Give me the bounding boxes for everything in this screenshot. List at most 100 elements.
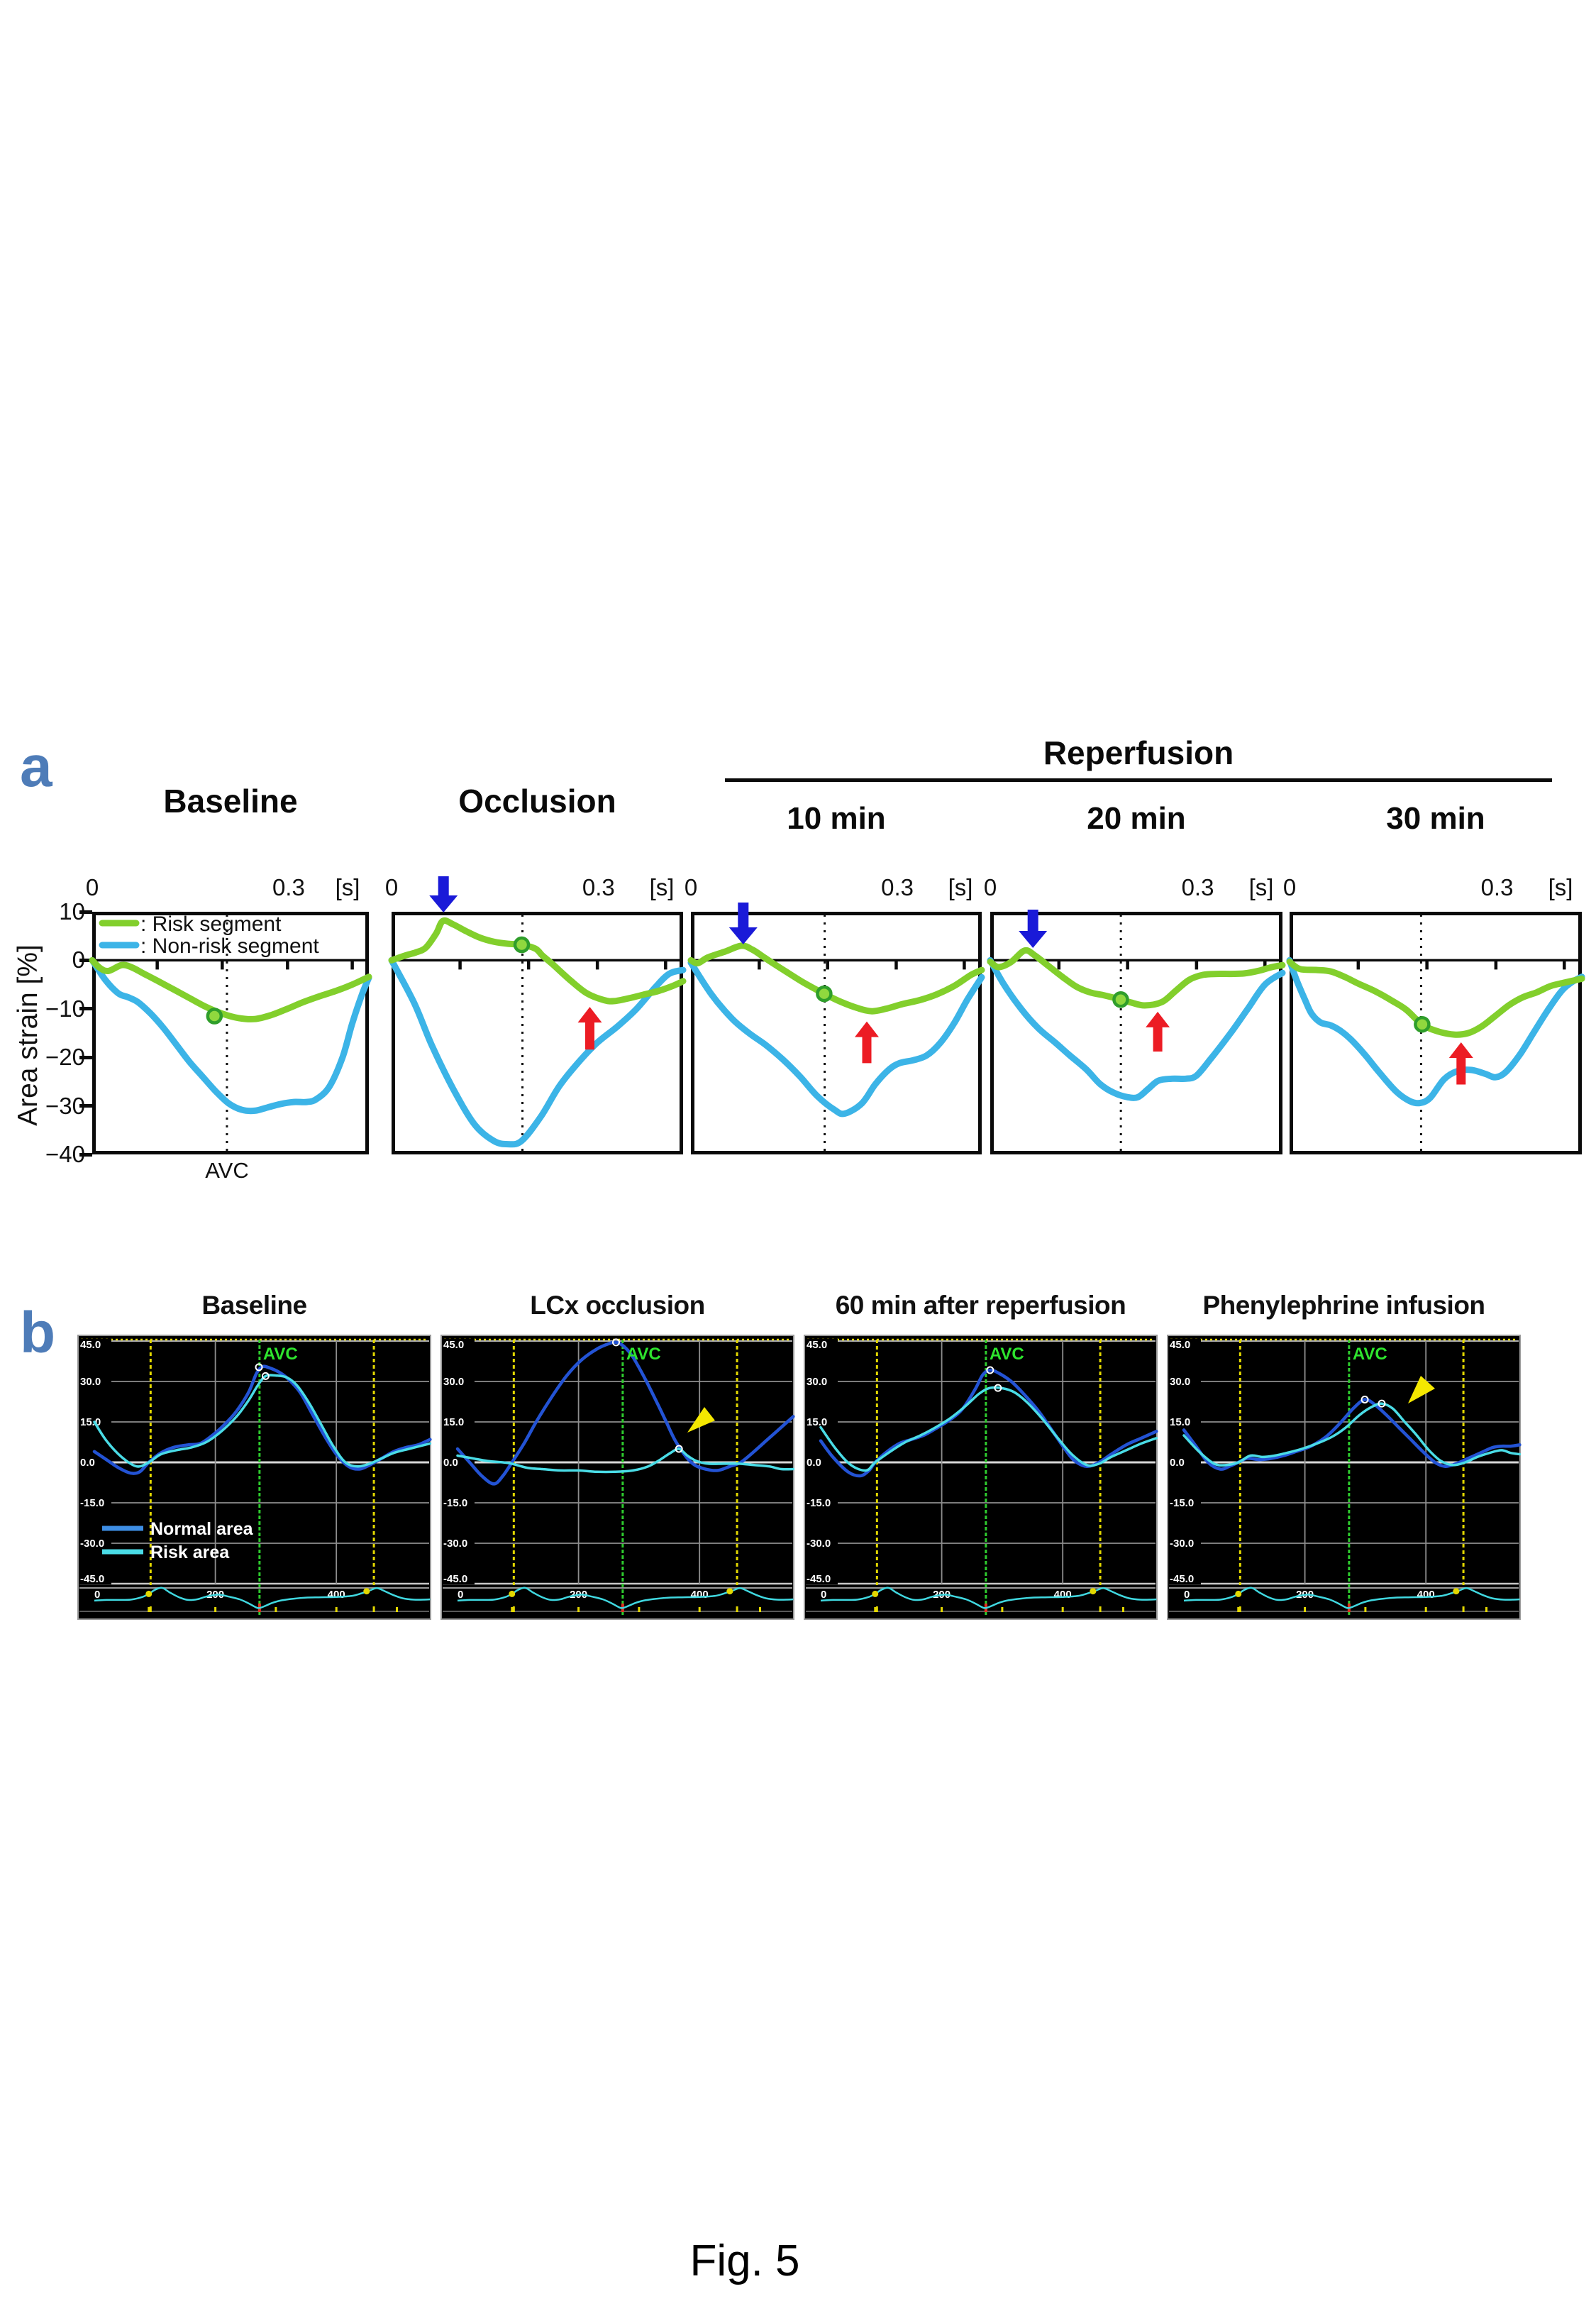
ecg-bottom-tick xyxy=(1237,1607,1240,1612)
risk-area-curve xyxy=(1182,1402,1522,1467)
avc-label-panel-a: AVC xyxy=(205,1158,249,1183)
risk-peak-marker xyxy=(1378,1399,1386,1408)
y-tick-label: 45.0 xyxy=(443,1339,464,1351)
y-label-backdrop xyxy=(442,1538,475,1549)
y-label-backdrop xyxy=(79,1538,111,1549)
x-tick-label: 400 xyxy=(691,1589,709,1601)
ecg-bottom-tick xyxy=(1061,1607,1064,1612)
plot-border xyxy=(1290,912,1582,1154)
y-label-backdrop xyxy=(79,1573,111,1584)
ecg-bottom-tick xyxy=(1304,1607,1307,1612)
yellow-strip-tick xyxy=(1099,1606,1102,1612)
y-tick-mark xyxy=(79,1152,92,1157)
nonrisk-segment-curve xyxy=(987,956,1286,1101)
plot-background xyxy=(1167,1335,1521,1620)
y-tick-label: -45.0 xyxy=(80,1573,104,1585)
normal-peak-marker xyxy=(986,1366,994,1374)
y-tick-mark xyxy=(79,910,92,914)
y-label-backdrop xyxy=(1168,1538,1201,1549)
y-label-backdrop xyxy=(79,1497,111,1508)
panel-b-title-phenylephrine: Phenylephrine infusion xyxy=(1202,1291,1485,1320)
y-tick-label: 30.0 xyxy=(80,1376,101,1388)
yellow-arrowhead xyxy=(1408,1376,1435,1403)
y-tick-label: -45.0 xyxy=(1170,1573,1194,1585)
x-unit-label: [s] xyxy=(948,874,973,900)
panel-a-label: a xyxy=(20,734,52,799)
panel-a-20min-title: 20 min xyxy=(1087,801,1186,836)
y-label-backdrop xyxy=(805,1538,838,1549)
ecg-bottom-tick xyxy=(577,1607,580,1612)
ecg-trace xyxy=(1183,1587,1520,1609)
y-label-backdrop xyxy=(805,1376,838,1387)
x-tick-03: 0.3 xyxy=(881,874,914,900)
y-label-backdrop xyxy=(805,1339,838,1350)
y-tick-label: −40 xyxy=(45,1141,85,1167)
yellow-strip-tick xyxy=(512,1606,515,1612)
ecg-yellow-dot xyxy=(1235,1590,1242,1597)
x-unit-label: [s] xyxy=(1548,874,1573,900)
y-tick-label: 15.0 xyxy=(1170,1416,1190,1428)
x-tick-0: 0 xyxy=(684,874,698,900)
y-tick-label: 0.0 xyxy=(1170,1457,1185,1469)
ecg-yellow-dot xyxy=(1090,1588,1097,1595)
y-axis-title: Area strain [%] xyxy=(13,944,43,1126)
ecg-bottom-tick xyxy=(874,1607,877,1612)
ecg-bottom-tick xyxy=(335,1607,338,1612)
ecg-bottom-tick xyxy=(214,1607,217,1612)
avc-label-panel-b: AVC xyxy=(626,1345,661,1364)
plot-border xyxy=(990,912,1282,1154)
y-tick-label: 10 xyxy=(59,898,85,925)
y-label-backdrop xyxy=(442,1339,475,1350)
blue-down-arrow xyxy=(1019,910,1048,948)
y-label-backdrop xyxy=(1168,1457,1201,1468)
x-tick-0: 0 xyxy=(384,874,399,900)
x-tick-label: 0 xyxy=(94,1589,100,1601)
avc-label-panel-b: AVC xyxy=(263,1345,298,1364)
y-tick-label: 45.0 xyxy=(807,1339,827,1351)
ecg-bottom-tick xyxy=(941,1607,943,1612)
x-tick-label: 400 xyxy=(1417,1589,1435,1601)
y-label-backdrop xyxy=(79,1376,111,1387)
y-label-backdrop xyxy=(79,1339,111,1350)
yellow-strip-tick xyxy=(736,1606,738,1612)
strain-plot-20-min xyxy=(987,910,1286,1154)
figure-caption: Fig. 5 xyxy=(689,2236,800,2285)
y-tick-label: 0 xyxy=(72,947,85,973)
ecg-yellow-dot xyxy=(1453,1588,1460,1595)
normal-peak-marker xyxy=(1361,1395,1369,1403)
ecg-bottom-tick xyxy=(1364,1607,1367,1612)
strain-plot-baseline: : Risk segment: Non-risk segment xyxy=(89,912,372,1154)
avc-label-panel-b: AVC xyxy=(990,1345,1024,1364)
x-tick-label: 400 xyxy=(328,1589,345,1601)
legend-risk-label: : Risk segment xyxy=(140,912,282,936)
legend-nonrisk-label: : Non-risk segment xyxy=(140,934,319,958)
y-tick-mark xyxy=(79,1055,92,1059)
risk-area-curve xyxy=(819,1386,1158,1472)
panel-a-10min-title: 10 min xyxy=(787,801,886,836)
panel-a-baseline-title: Baseline xyxy=(163,783,298,820)
ecg-trace xyxy=(820,1587,1157,1609)
panel-b-title-baseline: Baseline xyxy=(201,1291,307,1320)
risk-segment-curve xyxy=(987,947,1286,1009)
ecg-yellow-dot xyxy=(363,1588,370,1595)
y-tick-label: -30.0 xyxy=(1170,1538,1194,1550)
x-tick-03: 0.3 xyxy=(582,874,615,900)
ecg-bottom-tick xyxy=(638,1607,641,1612)
ecg-yellow-dot xyxy=(509,1590,516,1597)
y-tick-label: 15.0 xyxy=(443,1416,464,1428)
y-tick-mark xyxy=(79,1104,92,1108)
yellow-strip-tick xyxy=(372,1606,375,1612)
y-tick-label: 45.0 xyxy=(1170,1339,1190,1351)
plot-border xyxy=(92,912,369,1154)
x-tick-0: 0 xyxy=(85,874,99,900)
y-label-backdrop xyxy=(1168,1339,1201,1350)
avc-label-panel-b: AVC xyxy=(1353,1345,1387,1364)
y-label-backdrop xyxy=(805,1416,838,1428)
reperfusion-underline xyxy=(725,778,1552,782)
ecg-bottom-tick xyxy=(1122,1607,1124,1612)
y-label-backdrop xyxy=(805,1573,838,1584)
yellow-strip-tick xyxy=(875,1606,878,1612)
yellow-strip-tick xyxy=(1462,1606,1465,1612)
risk-segment-curve xyxy=(89,956,372,1022)
